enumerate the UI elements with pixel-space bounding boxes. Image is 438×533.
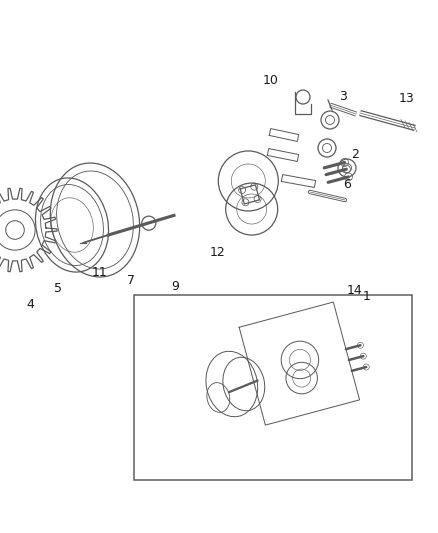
Text: 14: 14 xyxy=(347,284,363,296)
Text: 4: 4 xyxy=(26,298,34,311)
Text: 11: 11 xyxy=(92,265,108,279)
Text: 2: 2 xyxy=(351,149,359,161)
Text: 7: 7 xyxy=(127,273,135,287)
Text: 6: 6 xyxy=(343,179,351,191)
Text: 3: 3 xyxy=(339,90,347,102)
Text: 5: 5 xyxy=(54,281,62,295)
Text: 12: 12 xyxy=(210,246,226,260)
Text: 10: 10 xyxy=(263,74,279,86)
Text: 13: 13 xyxy=(399,92,415,104)
Text: 9: 9 xyxy=(171,280,179,294)
Bar xyxy=(134,295,412,480)
Text: 1: 1 xyxy=(363,290,371,303)
